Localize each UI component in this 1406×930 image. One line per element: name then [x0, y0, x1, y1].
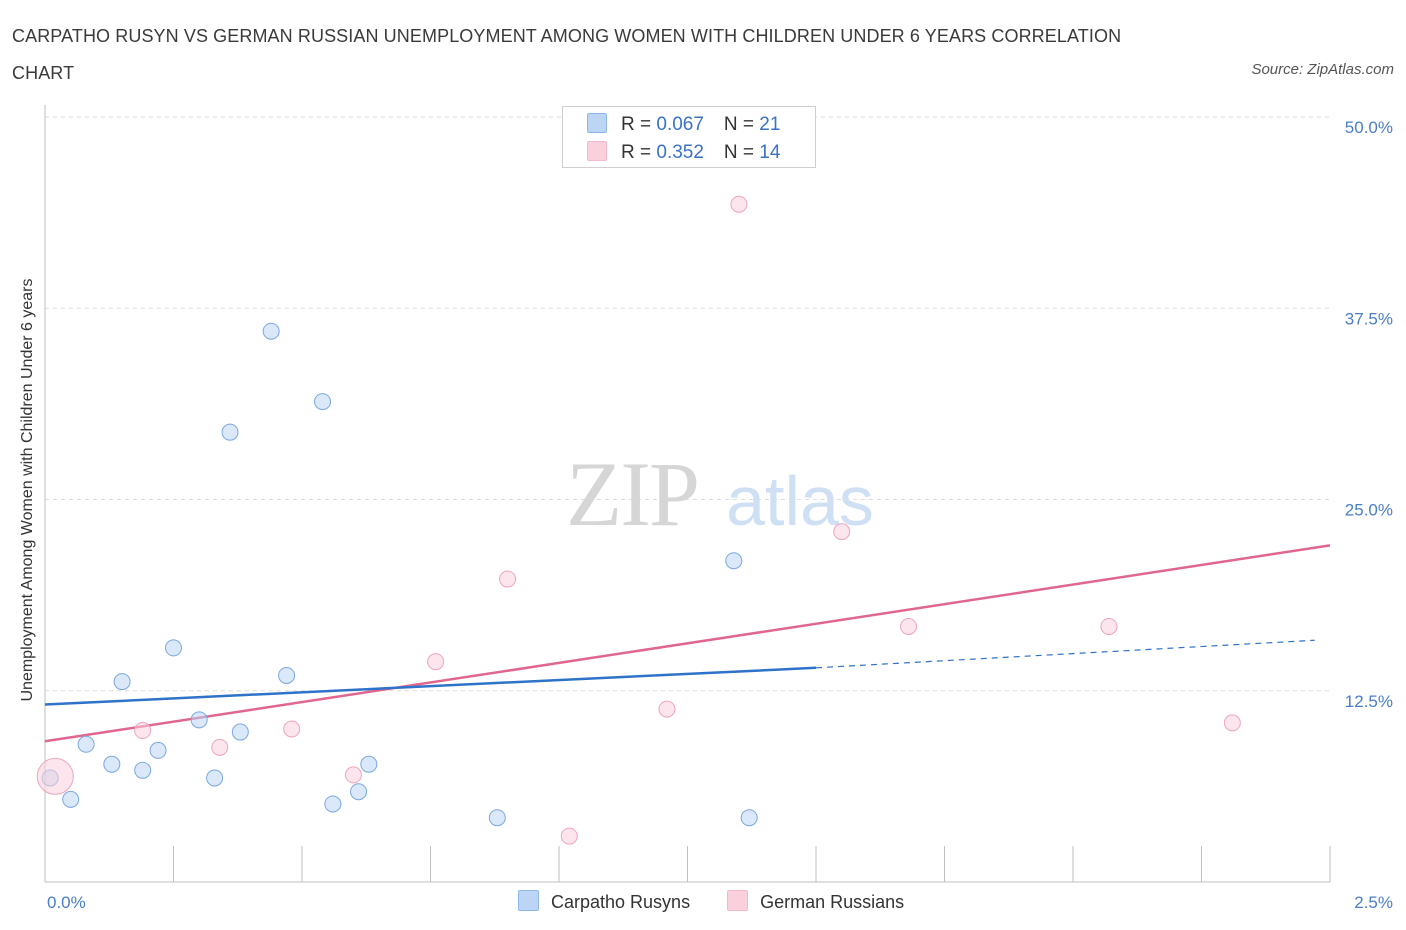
- stats-legend: R = 0.067 N = 21 R = 0.352 N = 14: [562, 106, 816, 168]
- gridlines: [45, 116, 1330, 692]
- german-point: [283, 720, 301, 738]
- legend-item-carpatho[interactable]: Carpatho Rusyns: [518, 890, 690, 913]
- carpatho-point: [62, 790, 80, 808]
- r-label: R =: [621, 114, 657, 135]
- german-swatch: [587, 141, 607, 161]
- german-point: [427, 653, 445, 671]
- source-credit: Source: ZipAtlas.com: [1251, 61, 1394, 78]
- german-point: [833, 523, 851, 541]
- data-points: [36, 195, 1241, 845]
- carpatho-point: [113, 673, 131, 691]
- carpatho-point: [190, 711, 208, 729]
- carpatho-point: [134, 761, 152, 779]
- carpatho-point: [740, 809, 758, 827]
- german-trend-line: [44, 544, 1331, 743]
- german-point: [560, 827, 578, 845]
- n-label: N =: [723, 114, 760, 135]
- legend-label: Carpatho Rusyns: [551, 892, 691, 912]
- carpatho-trend-extension: [815, 639, 1315, 669]
- r-value: 0.067: [656, 114, 704, 135]
- german-legend-swatch: [727, 890, 749, 911]
- german-point: [344, 766, 362, 784]
- carpatho-point: [488, 809, 506, 827]
- y-tick-label: 50.0%: [1345, 118, 1393, 137]
- carpatho-point: [206, 769, 224, 787]
- y-tick-label: 37.5%: [1345, 309, 1393, 328]
- german-point: [211, 738, 229, 756]
- x-tick-label: 0.0%: [47, 893, 86, 912]
- german-point: [1100, 617, 1118, 635]
- n-value: 21: [759, 114, 781, 135]
- watermark-zip: ZIP: [566, 443, 698, 545]
- german-point: [36, 757, 74, 795]
- watermark-atlas: atlas: [726, 462, 874, 540]
- y-tick-label: 12.5%: [1345, 692, 1393, 711]
- carpatho-point: [221, 423, 239, 441]
- carpatho-point: [350, 783, 368, 801]
- x-tick-labels: 0.0% 2.5%: [47, 893, 1393, 912]
- n-value: 14: [759, 142, 781, 163]
- legend-row-german: R = 0.352 N = 14: [587, 141, 780, 165]
- watermark: ZIP atlas: [566, 443, 874, 545]
- german-point: [134, 722, 152, 740]
- carpatho-point: [77, 735, 95, 753]
- carpatho-point: [231, 723, 249, 741]
- german-point: [900, 617, 918, 635]
- carpatho-point: [103, 755, 121, 773]
- trend-lines: [44, 544, 1331, 743]
- legend-item-german[interactable]: German Russians: [727, 890, 904, 913]
- carpatho-point: [165, 639, 182, 657]
- german-point: [1223, 714, 1241, 732]
- german-point: [499, 570, 517, 588]
- r-value: 0.352: [656, 142, 704, 163]
- carpatho-point: [149, 741, 167, 759]
- y-tick-labels: 12.5% 25.0% 37.5% 50.0%: [1345, 118, 1393, 711]
- series-legend: Carpatho Rusyns German Russians: [518, 890, 936, 913]
- carpatho-point: [262, 322, 280, 340]
- axes: [44, 105, 1331, 883]
- german-point: [730, 195, 748, 213]
- carpatho-point: [278, 666, 296, 684]
- carpatho-point: [314, 393, 332, 411]
- carpatho-point: [324, 795, 342, 813]
- r-label: R =: [621, 142, 657, 163]
- carpatho-trend-line: [44, 666, 817, 706]
- chart-title: CARPATHO RUSYN VS GERMAN RUSSIAN UNEMPLO…: [12, 26, 1122, 83]
- carpatho-point: [360, 755, 378, 773]
- carpatho-legend-swatch: [518, 890, 539, 911]
- carpatho-swatch: [587, 113, 607, 133]
- n-label: N =: [723, 142, 760, 163]
- x-tick-label: 2.5%: [1354, 893, 1393, 912]
- legend-label: German Russians: [760, 892, 905, 912]
- carpatho-point: [725, 552, 743, 570]
- german-point: [658, 700, 676, 718]
- legend-row-carpatho: R = 0.067 N = 21: [587, 113, 780, 137]
- y-tick-label: 25.0%: [1345, 501, 1393, 520]
